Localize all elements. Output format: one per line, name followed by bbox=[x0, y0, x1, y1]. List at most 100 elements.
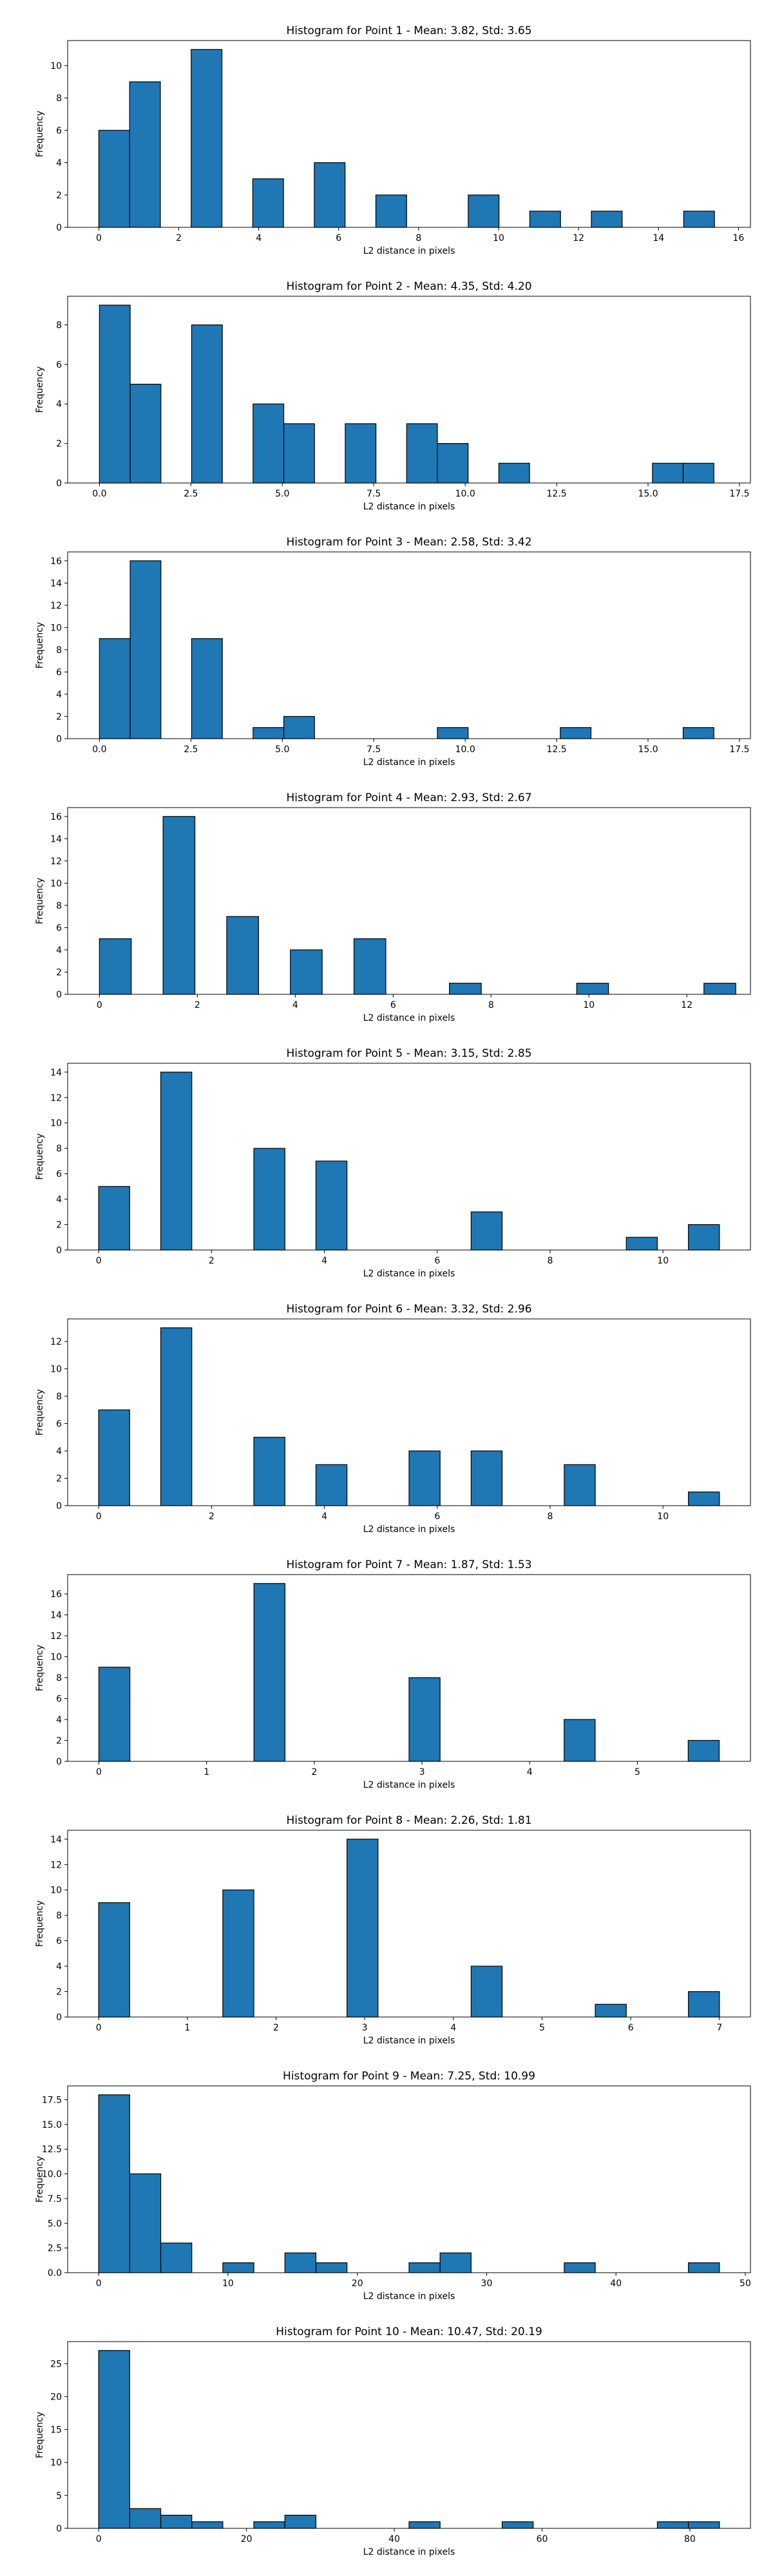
histogram-bar bbox=[98, 1186, 130, 1251]
histogram-bar bbox=[99, 638, 131, 739]
y-tick-label: 4 bbox=[56, 1195, 62, 1205]
x-tick-label: 15.0 bbox=[638, 489, 658, 499]
histogram-bar bbox=[595, 2003, 627, 2018]
x-tick-label: 8 bbox=[548, 1511, 553, 1522]
histogram-bar bbox=[408, 2521, 441, 2529]
histogram-bar bbox=[683, 211, 715, 228]
y-tick-label: 8 bbox=[56, 320, 62, 330]
histogram-bar bbox=[129, 2508, 162, 2529]
histogram-bar bbox=[470, 1965, 503, 2018]
y-tick-label: 4 bbox=[56, 1715, 62, 1725]
x-tick-label: 0 bbox=[96, 1767, 102, 1777]
x-tick-label: 60 bbox=[537, 2534, 548, 2544]
x-tick-label: 2 bbox=[176, 233, 182, 243]
x-tick-label: 6 bbox=[628, 2023, 634, 2033]
axes-frame bbox=[67, 1830, 751, 2018]
y-tick-label: 8 bbox=[56, 1392, 62, 1402]
histogram-bar bbox=[99, 938, 132, 995]
x-tick-label: 0 bbox=[96, 1256, 102, 1266]
x-tick-label: 5.0 bbox=[275, 489, 289, 499]
x-axis-label: L2 distance in pixels bbox=[363, 1013, 455, 1023]
y-tick-label: 6 bbox=[56, 126, 62, 136]
axes-frame bbox=[67, 1318, 751, 1506]
y-tick-label: 5.0 bbox=[48, 2219, 62, 2229]
x-axis-label: L2 distance in pixels bbox=[363, 2291, 455, 2302]
y-axis-label: Frequency bbox=[35, 1133, 45, 1180]
histogram-bar bbox=[98, 2350, 130, 2529]
y-tick-label: 14 bbox=[50, 1835, 62, 1845]
y-tick-label: 6 bbox=[56, 1937, 62, 1947]
y-tick-label: 2 bbox=[56, 1220, 62, 1231]
x-tick-label: 1 bbox=[204, 1767, 209, 1777]
histogram-bar bbox=[253, 2521, 285, 2529]
histogram-bar bbox=[284, 2252, 317, 2273]
x-axis-label: L2 distance in pixels bbox=[363, 2036, 455, 2046]
histogram-panel-9: 0 10 20 30 40 50 0.0 2.5 5.0 7.5 10.0 12.5 15.0 17.5 H… bbox=[35, 2070, 751, 2302]
histogram-bar bbox=[129, 2173, 162, 2273]
y-tick-label: 6 bbox=[56, 923, 62, 933]
y-axis-label: Frequency bbox=[35, 878, 45, 924]
chart-title: Histogram for Point 8 - Mean: 2.26, Std:… bbox=[286, 1814, 531, 1827]
histogram-bar bbox=[625, 1236, 658, 1251]
y-tick-label: 8 bbox=[56, 1144, 62, 1154]
x-axis-label: L2 distance in pixels bbox=[363, 1269, 455, 1279]
y-axis-label: Frequency bbox=[35, 1389, 45, 1435]
histogram-bar bbox=[315, 2262, 348, 2273]
histogram-bar bbox=[408, 1450, 441, 1506]
histogram-bar bbox=[191, 324, 223, 484]
axes-frame bbox=[67, 1574, 751, 1762]
y-tick-label: 10 bbox=[50, 878, 62, 889]
histogram-bar bbox=[98, 1667, 131, 1762]
histogram-bar bbox=[375, 194, 407, 228]
x-tick-label: 8 bbox=[415, 233, 421, 243]
y-tick-label: 6 bbox=[56, 667, 62, 677]
histogram-bar bbox=[345, 423, 377, 484]
histogram-bar bbox=[688, 1492, 720, 1506]
x-tick-label: 7.5 bbox=[367, 744, 381, 755]
y-tick-label: 8 bbox=[56, 645, 62, 656]
histogram-bar bbox=[682, 727, 714, 739]
histogram-panel-4: 0 2 4 6 8 10 12 0 2 4 6 8 10 12 14 16 Histogram for Poin… bbox=[35, 791, 751, 1023]
x-axis-label: L2 distance in pixels bbox=[363, 1780, 455, 1790]
y-axis-label: Frequency bbox=[35, 2412, 45, 2458]
histogram-panel-5: 0 2 4 6 8 10 0 2 4 6 8 10 12 14 Histogram for Point 5 … bbox=[35, 1047, 751, 1279]
histogram-bar bbox=[253, 403, 285, 484]
histogram-bar bbox=[560, 727, 592, 739]
y-tick-label: 8 bbox=[56, 1673, 62, 1683]
x-tick-label: 0 bbox=[96, 2278, 102, 2289]
x-tick-label: 0 bbox=[96, 233, 102, 243]
x-tick-label: 30 bbox=[481, 2278, 493, 2289]
x-tick-label: 2 bbox=[209, 1511, 215, 1522]
histogram-bar bbox=[98, 2094, 130, 2273]
y-tick-label: 14 bbox=[50, 1068, 62, 1078]
y-tick-label: 4 bbox=[56, 399, 62, 410]
chart-title: Histogram for Point 3 - Mean: 2.58, Std:… bbox=[286, 536, 531, 549]
histogram-bar bbox=[468, 194, 500, 228]
x-tick-label: 50 bbox=[740, 2278, 751, 2289]
y-tick-label: 16 bbox=[50, 556, 62, 567]
histogram-bar bbox=[191, 638, 223, 739]
x-tick-label: 12 bbox=[681, 1000, 692, 1010]
histogram-bar bbox=[688, 1991, 720, 2018]
y-tick-label: 25 bbox=[50, 2359, 62, 2369]
x-tick-label: 2 bbox=[273, 2023, 279, 2033]
x-tick-label: 10.0 bbox=[455, 489, 475, 499]
y-axis-label: Frequency bbox=[35, 2156, 45, 2202]
y-tick-label: 12 bbox=[50, 1337, 62, 1347]
y-tick-label: 0 bbox=[56, 1501, 62, 1511]
y-tick-label: 12 bbox=[50, 857, 62, 867]
x-tick-label: 0 bbox=[96, 2534, 102, 2544]
y-tick-label: 0 bbox=[56, 2524, 62, 2534]
x-tick-label: 6 bbox=[434, 1511, 440, 1522]
y-tick-label: 2 bbox=[56, 1736, 62, 1747]
axes-frame bbox=[67, 40, 751, 228]
y-tick-label: 0 bbox=[56, 223, 62, 233]
y-tick-label: 2 bbox=[56, 967, 62, 978]
x-tick-label: 1 bbox=[184, 2023, 190, 2033]
histogram-bar bbox=[226, 916, 259, 995]
histogram-bar bbox=[498, 462, 530, 484]
y-tick-label: 10 bbox=[50, 623, 62, 633]
x-tick-label: 12.5 bbox=[547, 744, 567, 755]
histogram-bar bbox=[222, 1889, 254, 2018]
